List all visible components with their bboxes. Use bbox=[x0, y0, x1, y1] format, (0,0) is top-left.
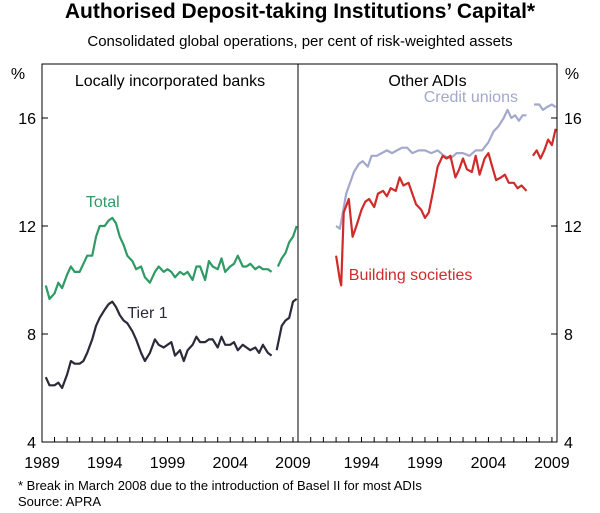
series-line-total bbox=[276, 225, 298, 267]
x-tick-label: 1999 bbox=[150, 455, 186, 472]
y-tick-label-left: 8 bbox=[27, 327, 36, 344]
chart-subtitle: Consolidated global operations, per cent… bbox=[87, 33, 513, 50]
series-label-total: Total bbox=[86, 194, 120, 211]
series-line-credit-unions bbox=[534, 103, 557, 111]
x-tick-label: 2004 bbox=[471, 455, 507, 472]
footnote: * Break in March 2008 due to the introdu… bbox=[18, 478, 422, 493]
series-line-credit-unions bbox=[335, 108, 527, 230]
x-tick-label: 1994 bbox=[87, 455, 123, 472]
series-label-tier-1: Tier 1 bbox=[127, 305, 167, 322]
y-tick-label-right: 8 bbox=[564, 327, 573, 344]
panel-title-0: Locally incorporated banks bbox=[75, 73, 265, 90]
y-tick-label-left: 4 bbox=[27, 435, 36, 452]
y-tick-label-left: 12 bbox=[18, 219, 36, 236]
y-tick-label-right: 12 bbox=[564, 219, 582, 236]
series-line-building-societies bbox=[532, 128, 557, 160]
y-tick-label-left: 16 bbox=[18, 111, 36, 128]
panel-title-1: Other ADIs bbox=[388, 73, 466, 90]
chart-title: Authorised Deposit-taking Institutions’ … bbox=[64, 0, 536, 23]
x-tick-label: 2009 bbox=[534, 455, 570, 472]
plot-frame bbox=[41, 63, 558, 443]
y-tick-label-right: 4 bbox=[564, 435, 573, 452]
series-line-tier-1 bbox=[44, 300, 273, 390]
y-tick-label-right: 16 bbox=[564, 111, 582, 128]
x-tick-label: 1989 bbox=[24, 455, 60, 472]
y-unit-left: % bbox=[11, 66, 25, 83]
x-tick-label: 1999 bbox=[407, 455, 443, 472]
series-label-building-societies: Building societies bbox=[349, 267, 473, 284]
x-tick-label: 1994 bbox=[344, 455, 380, 472]
y-unit-right: % bbox=[565, 66, 579, 83]
series-line-tier-1 bbox=[275, 298, 298, 351]
series-label-credit-unions: Credit unions bbox=[424, 89, 518, 106]
series-line-total bbox=[44, 216, 273, 300]
source-note: Source: APRA bbox=[18, 494, 102, 509]
x-tick-label: 2009 bbox=[275, 455, 311, 472]
x-tick-label: 2004 bbox=[212, 455, 248, 472]
series-line-building-societies bbox=[335, 152, 528, 287]
